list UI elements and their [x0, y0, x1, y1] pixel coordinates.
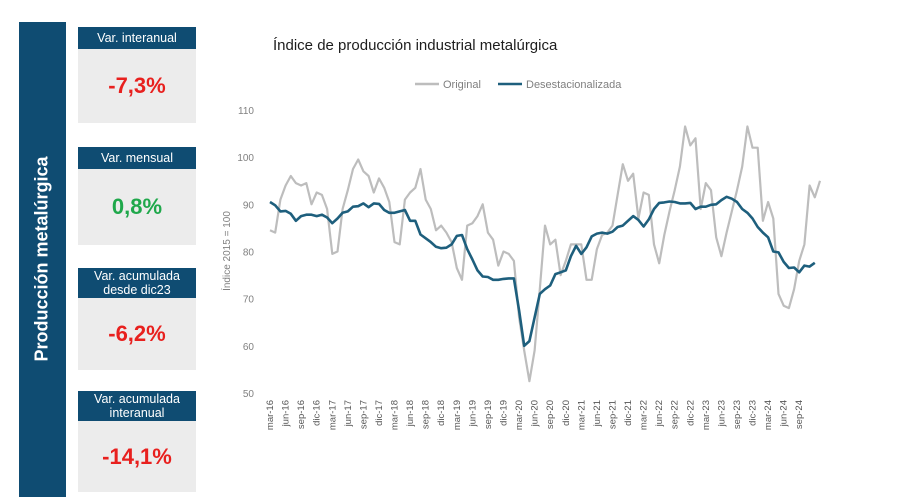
kpi-value: -7,3%	[108, 73, 166, 98]
x-tick-label: mar-18	[390, 400, 401, 430]
x-tick-label: mar-19	[452, 400, 463, 430]
x-tick-label: mar-22	[639, 400, 650, 430]
x-tick-label: jun-22	[654, 400, 665, 427]
kpi-label: Var. mensual	[78, 147, 196, 169]
y-tick-label: 100	[237, 153, 254, 164]
x-tick-label: dic-17	[374, 400, 385, 426]
series-line-original	[269, 125, 822, 383]
y-tick-label: 60	[243, 342, 255, 353]
x-tick-label: sep-24	[794, 400, 805, 429]
kpi-label: Var. acumulada desde dic23	[78, 268, 196, 298]
x-tick-label: jun-17	[343, 400, 354, 427]
kpi-card-mensual: Var. mensual 0,8%	[78, 147, 196, 245]
legend-label-desestacionalizada: Desestacionalizada	[526, 79, 622, 91]
x-tick-label: jun-19	[467, 400, 478, 427]
y-axis-label: Índice 2015 = 100	[220, 211, 233, 291]
x-tick-label: sep-21	[607, 400, 618, 429]
series-line-desestacionalizada	[269, 195, 816, 348]
x-tick-label: mar-21	[576, 400, 587, 430]
x-tick-label: dic-16	[312, 400, 323, 426]
x-tick-label: sep-16	[296, 400, 307, 429]
x-tick-label: sep-19	[483, 400, 494, 429]
y-tick-label: 110	[238, 106, 254, 117]
x-tick-label: jun-21	[592, 400, 603, 427]
x-tick-label: mar-16	[265, 400, 276, 430]
y-tick-label: 80	[243, 248, 255, 259]
kpi-card-acumulada-dic23: Var. acumulada desde dic23 -6,2%	[78, 268, 196, 370]
kpi-value: -14,1%	[102, 443, 172, 469]
x-tick-label: jun-23	[716, 400, 727, 427]
x-tick-label: mar-23	[701, 400, 712, 430]
kpi-label: Var. interanual	[78, 27, 196, 49]
x-tick-label: sep-23	[732, 400, 743, 429]
legend-label-original: Original	[443, 79, 481, 91]
x-tick-label: mar-20	[514, 400, 525, 430]
x-tick-label: dic-21	[623, 400, 634, 426]
y-tick-label: 70	[243, 295, 255, 306]
x-tick-label: dic-22	[685, 400, 696, 426]
kpi-card-interanual: Var. interanual -7,3%	[78, 27, 196, 123]
x-tick-label: dic-18	[436, 400, 447, 426]
y-tick-label: 90	[243, 200, 255, 211]
kpi-card-acumulada-interanual: Var. acumulada interanual -14,1%	[78, 391, 196, 492]
x-tick-label: sep-20	[545, 400, 556, 429]
x-tick-label: jun-16	[281, 400, 292, 427]
kpi-value: -6,2%	[108, 321, 166, 346]
x-tick-label: dic-19	[498, 400, 509, 426]
x-tick-label: jun-18	[405, 400, 416, 427]
kpi-value: 0,8%	[111, 194, 163, 219]
kpi-label: Var. acumulada interanual	[78, 391, 196, 421]
legend: Original Desestacionalizada	[415, 79, 622, 91]
x-tick-label: sep-18	[421, 400, 432, 429]
x-tick-label: mar-24	[763, 400, 774, 430]
sidebar-panel: Producción metalúrgica	[19, 22, 66, 497]
x-tick-label: jun-20	[530, 400, 541, 427]
y-tick-label: 50	[243, 389, 255, 400]
x-tick-label: mar-17	[327, 400, 338, 430]
chart-title: Índice de producción industrial metalúrg…	[273, 37, 558, 54]
x-tick-label: dic-23	[748, 400, 759, 426]
x-tick-label: jun-24	[779, 400, 790, 427]
x-tick-label: sep-17	[358, 400, 369, 429]
x-tick-label: dic-20	[561, 400, 572, 426]
x-tick-label: sep-22	[670, 400, 681, 429]
